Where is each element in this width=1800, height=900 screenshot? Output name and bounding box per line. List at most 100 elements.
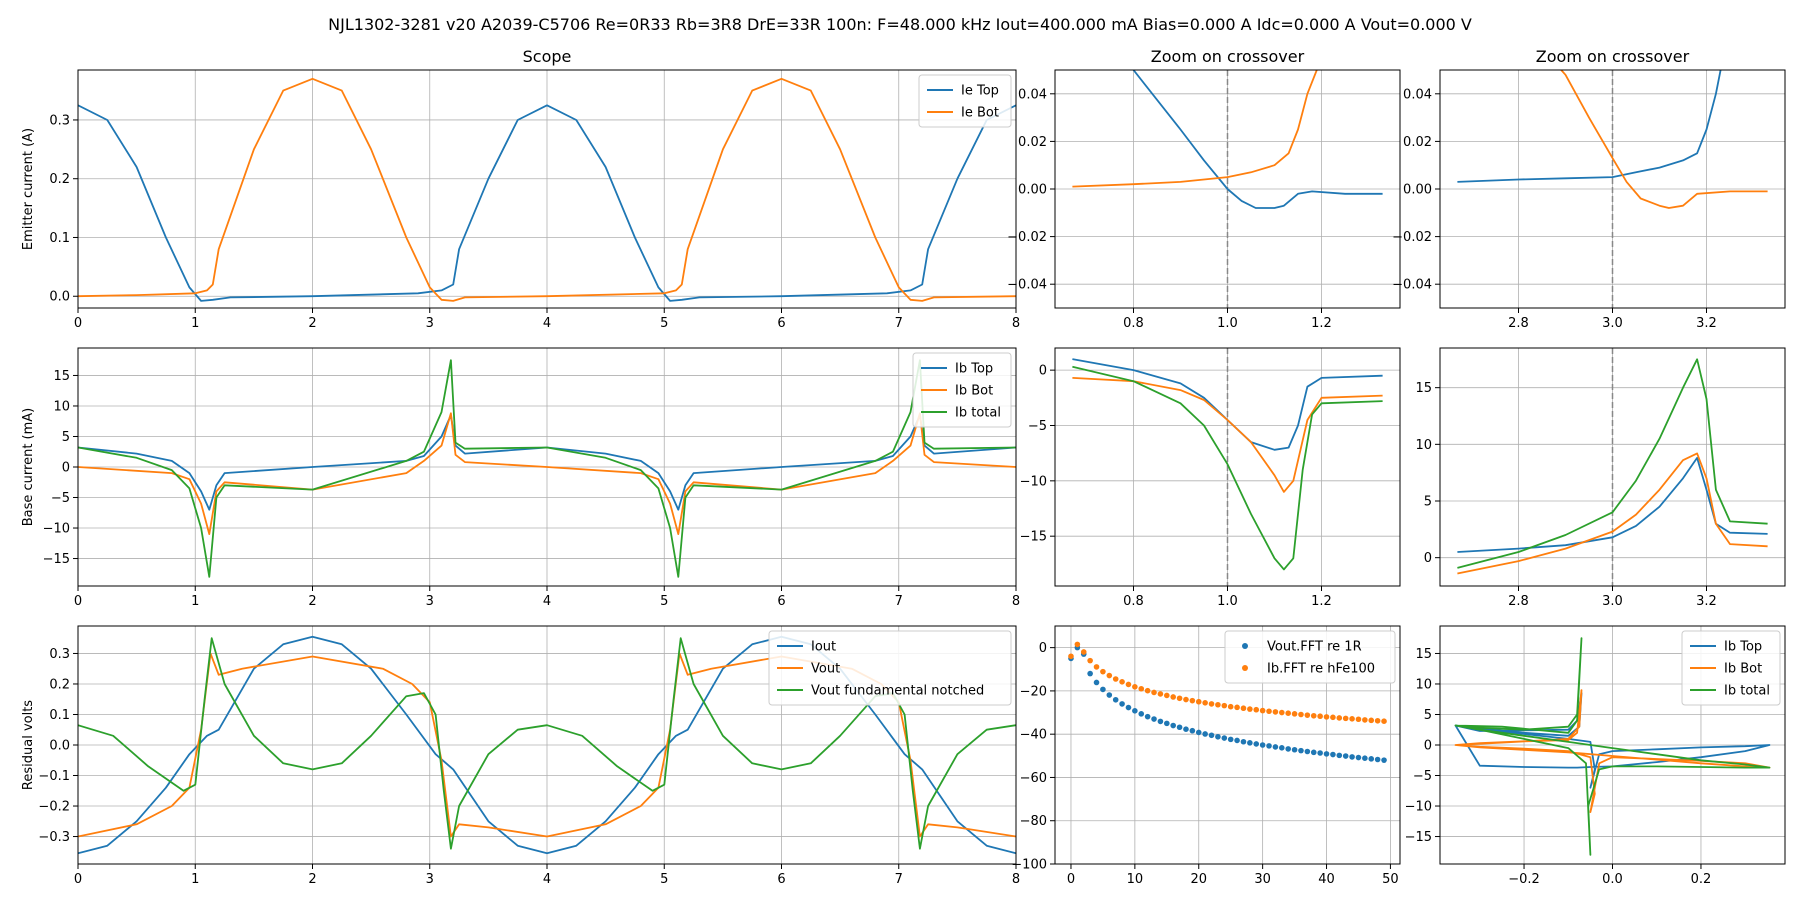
data-point — [1266, 708, 1272, 715]
data-point — [1112, 676, 1119, 682]
data-point — [1272, 744, 1279, 750]
data-point — [1336, 715, 1343, 721]
data-point — [1317, 713, 1323, 720]
data-point — [1234, 704, 1240, 711]
series-line — [1454, 637, 1771, 856]
data-point — [1157, 718, 1164, 725]
data-point — [1381, 718, 1387, 724]
legend-label: Ie Bot — [961, 106, 999, 121]
data-point — [1176, 695, 1183, 702]
data-point — [1234, 737, 1240, 744]
y-tick-label: 10 — [1415, 677, 1432, 692]
data-point — [1330, 714, 1336, 721]
data-point — [1349, 754, 1355, 760]
y-tick-label: −0.1 — [38, 769, 70, 784]
data-point — [1119, 701, 1125, 707]
series-group — [1457, 358, 1768, 575]
x-tick-label: 2.8 — [1508, 594, 1529, 609]
series-line — [1072, 365, 1383, 571]
data-point — [1355, 716, 1362, 723]
series-line — [1457, 358, 1768, 569]
data-point — [1195, 698, 1202, 705]
data-point — [1285, 710, 1291, 716]
data-point — [1362, 755, 1368, 761]
data-point — [1215, 733, 1221, 740]
x-tick-label: 7 — [895, 872, 903, 887]
legend-label: Vout fundamental notched — [811, 684, 984, 699]
data-point — [1170, 722, 1176, 729]
y-tick-label: −60 — [1020, 771, 1047, 786]
y-tick-label: −5 — [1028, 419, 1047, 434]
y-tick-label: −15 — [43, 552, 70, 567]
data-point — [1093, 664, 1100, 670]
y-tick-label: −100 — [1011, 858, 1047, 873]
data-point — [1202, 731, 1208, 737]
x-tick-label: 3 — [426, 594, 434, 609]
chart-base-zoom-3: 2.8 3.0 3.2 0 5 10 15 — [1415, 347, 1786, 609]
data-point — [1087, 657, 1093, 664]
data-point — [1285, 746, 1291, 752]
chart-residual-scope: 0 1 2 3 4 5 6 7 8 −0.3 −0.2 −0.1 0.0 0.1 0.2 0.3 Residua… — [21, 625, 1020, 887]
x-tick-label: 3 — [426, 872, 434, 887]
y-tick-label: −20 — [1020, 684, 1047, 699]
series-group — [1457, 70, 1768, 209]
x-tick-label: 3.2 — [1696, 594, 1717, 609]
series-group — [1072, 70, 1383, 209]
data-point — [1362, 717, 1368, 723]
x-tick-label: 8 — [1012, 594, 1020, 609]
data-point — [1298, 747, 1304, 754]
y-tick-label: −0.02 — [1392, 230, 1432, 245]
data-point — [1240, 705, 1247, 712]
data-point — [1119, 679, 1125, 685]
x-tick-label: 1.0 — [1217, 594, 1238, 609]
data-point — [1208, 701, 1215, 707]
grid — [1440, 626, 1785, 864]
chart-emitter-zoom-3: 2.8 3.0 3.2 −0.04 −0.02 0.00 0.02 0.04 Zoom on c… — [1392, 47, 1786, 331]
series-line — [1132, 70, 1383, 209]
y-tick-label: 15 — [1415, 647, 1432, 662]
chart-base-zoom-1: 0.8 1.0 1.2 −15 −10 −5 0 — [1020, 347, 1401, 609]
legend-label: Ib Top — [955, 362, 993, 377]
legend-box — [918, 74, 1012, 128]
series-group — [78, 359, 1016, 578]
x-tick-label: 8 — [1012, 316, 1020, 331]
y-tick-label: −15 — [1405, 830, 1432, 845]
data-point — [1227, 703, 1234, 710]
legend-box — [768, 630, 1012, 706]
y-tick-label: 0.2 — [49, 172, 70, 187]
legend-label: Iout — [811, 640, 836, 655]
x-tick-label: 7 — [895, 594, 903, 609]
y-tick-label: −0.02 — [1007, 230, 1047, 245]
x-tick-label: 20 — [1190, 872, 1207, 887]
x-tick-label: 3.2 — [1696, 316, 1717, 331]
x-tick-label: 5 — [660, 594, 668, 609]
data-point — [1317, 750, 1323, 756]
data-point — [1138, 711, 1145, 717]
x-tick-label: 2 — [308, 594, 316, 609]
y-tick-label: 0.0 — [49, 290, 70, 305]
y-tick-label: 0 — [1424, 739, 1432, 754]
x-tick-label: 50 — [1382, 872, 1399, 887]
x-tick-label: 3 — [426, 316, 434, 331]
x-tick-label: 1 — [191, 872, 199, 887]
y-tick-label: −10 — [43, 522, 70, 537]
y-tick-label: 0.3 — [49, 113, 70, 128]
y-tick-label: 0 — [1039, 364, 1047, 379]
data-point — [1125, 704, 1132, 711]
data-point — [1221, 735, 1228, 741]
series-group — [1454, 637, 1771, 856]
series-line — [1457, 457, 1768, 553]
legend: Ib Top Ib Bot Ib total — [1681, 630, 1781, 706]
x-tick-label: 2.8 — [1508, 316, 1529, 331]
panels-container: 0 1 2 3 4 5 6 7 8 0.0 0.1 0.2 0.3 Scope Emitter curren… — [21, 47, 1786, 887]
y-tick-label: −10 — [1405, 800, 1432, 815]
data-point — [1202, 700, 1208, 706]
data-point — [1112, 696, 1119, 703]
series-line — [78, 359, 1016, 578]
data-point — [1074, 641, 1081, 648]
x-tick-label: 40 — [1318, 872, 1335, 887]
x-tick-label: 4 — [543, 594, 551, 609]
data-point — [1215, 701, 1221, 708]
chart-emitter-scope: 0 1 2 3 4 5 6 7 8 0.0 0.1 0.2 0.3 Scope Emitter curren… — [21, 47, 1020, 331]
y-tick-label: 0.1 — [49, 708, 70, 723]
